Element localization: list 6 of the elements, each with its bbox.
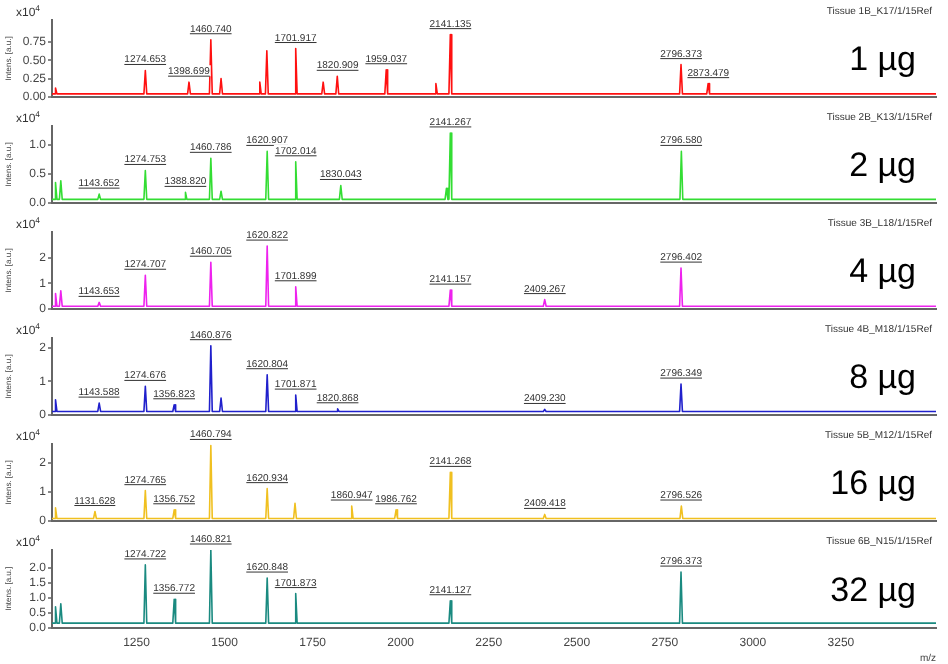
annotation: 2 µg bbox=[849, 146, 916, 185]
annotation: 4 µg bbox=[849, 252, 916, 291]
annotation: 1 µg bbox=[849, 40, 916, 79]
annotation: 32 µg bbox=[830, 570, 916, 609]
annotation: 8 µg bbox=[849, 358, 916, 397]
annotation: 16 µg bbox=[830, 464, 916, 503]
